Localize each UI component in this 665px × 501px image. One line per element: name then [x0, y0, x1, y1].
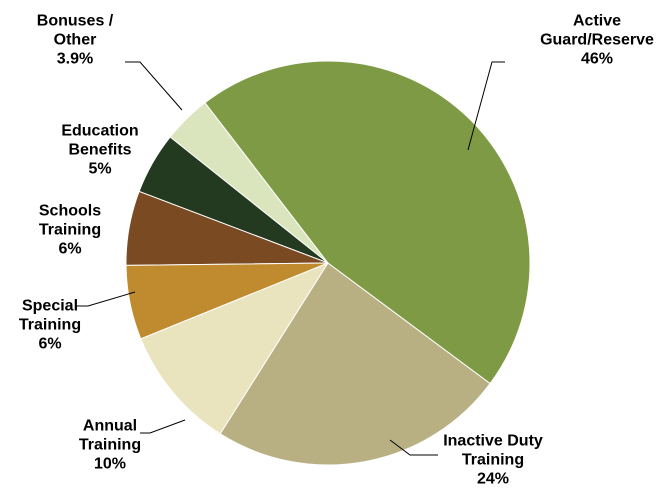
slice-label: Inactive Duty Training 24%	[431, 432, 556, 489]
value-label: 10%	[93, 455, 127, 473]
leader-line	[140, 419, 186, 434]
value-label: 6%	[58, 240, 82, 258]
slice-label: Active Guard/Reserve 46%	[527, 12, 665, 69]
leader-lines	[75, 61, 505, 456]
pie-slice	[204, 60, 531, 385]
value-label: 46%	[580, 50, 614, 68]
category-label: Inactive Duty Training	[443, 432, 543, 469]
category-label: Schools Training	[38, 202, 102, 239]
slice-label: Bonuses / Other 3.9%	[29, 12, 121, 69]
slice-label: Annual Training 10%	[70, 417, 150, 474]
slice-label: Education Benefits 5%	[45, 122, 155, 179]
slice-label: Schools Training 6%	[30, 202, 110, 259]
category-label: Special Training	[18, 297, 82, 334]
leader-line	[75, 291, 136, 307]
slice-label: Special Training 6%	[8, 297, 93, 354]
category-label: Education Benefits	[61, 122, 139, 159]
leader-line	[467, 61, 505, 151]
value-label: 6%	[38, 335, 62, 353]
category-label: Active Guard/Reserve	[540, 12, 654, 49]
value-label: 5%	[88, 160, 112, 178]
pie-slice	[219, 262, 491, 466]
leader-line	[125, 61, 183, 111]
leader-line	[389, 439, 438, 456]
category-label: Bonuses / Other	[36, 12, 114, 49]
pie-slice	[140, 261, 330, 435]
value-label: 3.9%	[56, 50, 94, 68]
value-label: 24%	[476, 470, 510, 488]
category-label: Annual Training	[78, 417, 142, 454]
